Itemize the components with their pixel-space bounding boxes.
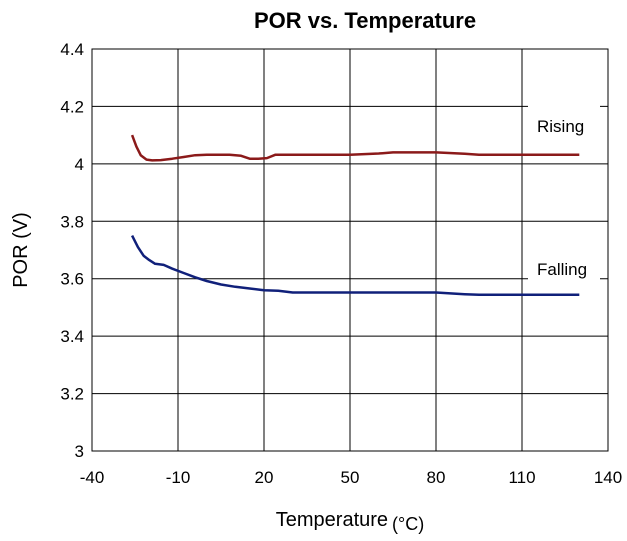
x-tick-label: 110 bbox=[508, 468, 535, 487]
x-axis-label: Temperature (°C) bbox=[276, 509, 424, 534]
series-layer bbox=[130, 134, 580, 297]
annotation-background bbox=[528, 92, 600, 152]
x-tick-label: 140 bbox=[594, 468, 622, 487]
y-tick-label: 4 bbox=[75, 155, 84, 174]
annotation-falling: Falling bbox=[537, 260, 587, 279]
y-tick-label: 4.4 bbox=[60, 40, 84, 59]
x-tick-label: 50 bbox=[341, 468, 360, 487]
annotation-rising: Rising bbox=[537, 117, 584, 136]
y-tick-label: 3 bbox=[75, 442, 84, 461]
x-axis-label-text: Temperature bbox=[276, 509, 388, 531]
y-tick-label: 3.4 bbox=[60, 327, 84, 346]
chart-title: POR vs. Temperature bbox=[254, 8, 476, 33]
x-axis-label-unit: (°C) bbox=[392, 514, 424, 534]
x-tick-label: 80 bbox=[427, 468, 446, 487]
x-tick-label: 20 bbox=[255, 468, 274, 487]
series-line-falling bbox=[130, 235, 580, 297]
x-tick-label: -40 bbox=[80, 468, 105, 487]
grid bbox=[92, 49, 608, 451]
plot-area-frame bbox=[91, 48, 609, 452]
y-axis-label: POR (V) bbox=[10, 212, 32, 288]
y-tick-label: 3.6 bbox=[60, 270, 84, 289]
y-tick-label: 3.8 bbox=[60, 212, 84, 231]
x-tick-label: -10 bbox=[166, 468, 191, 487]
annotation-background bbox=[528, 252, 600, 280]
y-tick-label: 4.2 bbox=[60, 97, 84, 116]
tick-labels: -40 -10 20 50 80 110 140 3 3.2 3.4 3.6 3.8 4 4.2 4.4 bbox=[60, 40, 622, 487]
series-line-rising bbox=[130, 134, 580, 162]
y-tick-label: 3.2 bbox=[60, 385, 84, 404]
